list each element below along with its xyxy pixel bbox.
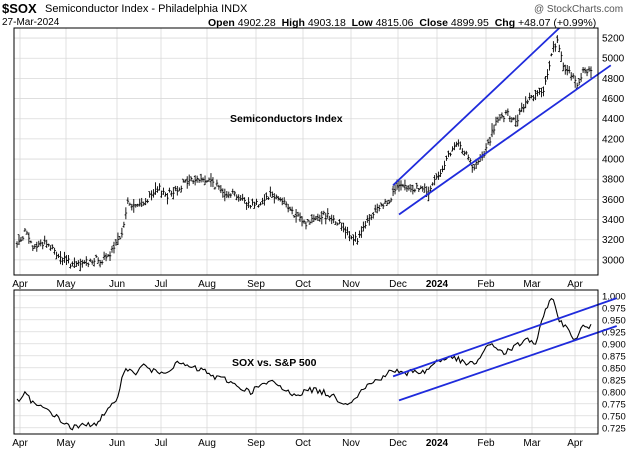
x-tick-label: Mar (523, 279, 541, 290)
channel-lower-line (398, 325, 618, 402)
y-tick-label: 0.825 (602, 375, 626, 386)
chg-label: Chg (494, 17, 516, 29)
x-tick-label: Jun (109, 438, 125, 449)
channel-upper-line (392, 27, 560, 186)
x-tick-label: Aug (198, 279, 216, 290)
x-tick-label: Dec (389, 279, 407, 290)
x-tick-label: Aug (198, 438, 216, 449)
low-value: 4815.06 (375, 17, 414, 29)
chg-value: +48.07 (+0.99%) (518, 17, 597, 29)
panel-1: 3000 3200 3400 3600 3800 4000 4200 4400 4600 4800… (12, 27, 625, 290)
high-value: 4903.18 (307, 17, 346, 29)
symbol-text: $SOX (2, 1, 37, 16)
y-tick-label: 0.925 (602, 327, 626, 338)
x-tick-label: Sep (247, 279, 265, 290)
y-tick-label: 3200 (602, 235, 625, 246)
symbol-label: $SOX (2, 1, 37, 16)
y-tick-label: 4400 (602, 114, 625, 125)
index-name: Semiconductor Index - Philadelphia INDX (45, 3, 247, 15)
index-name-text: Semiconductor Index - Philadelphia (45, 3, 219, 15)
y-tick-label: 0.750 (602, 411, 626, 422)
close-value: 4899.95 (450, 17, 489, 29)
y-tick-label: 1.000 (602, 291, 626, 302)
open-value: 4902.28 (237, 17, 276, 29)
y-tick-label: 4000 (602, 155, 625, 166)
y-tick-label: 0.800 (602, 387, 626, 398)
panel-2: 0.7250.7500.7750.8000.8250.8500.8750.900… (12, 289, 626, 449)
watermark: @ StockCharts.com (534, 4, 624, 15)
x-tick-label: Jul (155, 438, 168, 449)
panel-frame (13, 289, 599, 435)
x-tick-label: Nov (342, 438, 360, 449)
y-tick-label: 0.850 (602, 363, 626, 374)
panel-title: SOX vs. S&P 500 (232, 357, 317, 369)
low-label: Low (351, 17, 373, 29)
x-tick-label: Oct (295, 279, 311, 290)
panel-title: Semiconductors Index (230, 113, 343, 125)
exchange-text: INDX (221, 3, 248, 15)
y-tick-label: 3600 (602, 195, 625, 206)
y-tick-label: 4600 (602, 94, 625, 105)
x-tick-label: May (57, 279, 76, 290)
y-tick-label: 0.950 (602, 315, 626, 326)
x-tick-label: Apr (12, 279, 28, 290)
y-tick-label: 5200 (602, 34, 625, 45)
x-tick-label: Feb (477, 438, 495, 449)
x-tick-label: Oct (295, 438, 311, 449)
ratio-line (16, 297, 592, 431)
x-tick-label: Jul (155, 279, 168, 290)
y-tick-label: 0.875 (602, 351, 626, 362)
y-tick-label: 0.775 (602, 399, 626, 410)
close-label: Close (419, 17, 448, 29)
y-tick-label: 0.975 (602, 303, 626, 314)
high-label: High (281, 17, 305, 29)
x-tick-label: Sep (247, 438, 265, 449)
x-tick-label: Apr (12, 438, 28, 449)
x-tick-label: 2024 (426, 279, 449, 290)
x-tick-label: Apr (567, 279, 583, 290)
open-label: Open (208, 17, 235, 29)
y-tick-label: 3800 (602, 175, 625, 186)
panel-frame (13, 27, 599, 276)
channel-lower-line (398, 64, 612, 216)
x-tick-label: Apr (567, 438, 583, 449)
x-tick-label: Nov (342, 279, 360, 290)
x-tick-label: Dec (389, 438, 407, 449)
y-tick-label: 0.725 (602, 423, 626, 434)
y-tick-label: 4800 (602, 74, 625, 85)
channel-upper-line (392, 297, 618, 378)
x-tick-label: 2024 (426, 438, 449, 449)
date-label: 27-Mar-2024 (2, 17, 60, 28)
y-tick-label: 3000 (602, 255, 625, 266)
x-tick-label: Mar (523, 438, 541, 449)
y-tick-label: 4200 (602, 134, 625, 145)
x-tick-label: May (57, 438, 76, 449)
y-tick-label: 0.900 (602, 339, 626, 350)
y-tick-label: 3400 (602, 215, 625, 226)
y-tick-label: 5000 (602, 54, 625, 65)
x-tick-label: Jun (109, 279, 125, 290)
x-tick-label: Feb (477, 279, 495, 290)
quote-bar: Open 4902.28 High 4903.18 Low 4815.06 Cl… (208, 17, 596, 29)
